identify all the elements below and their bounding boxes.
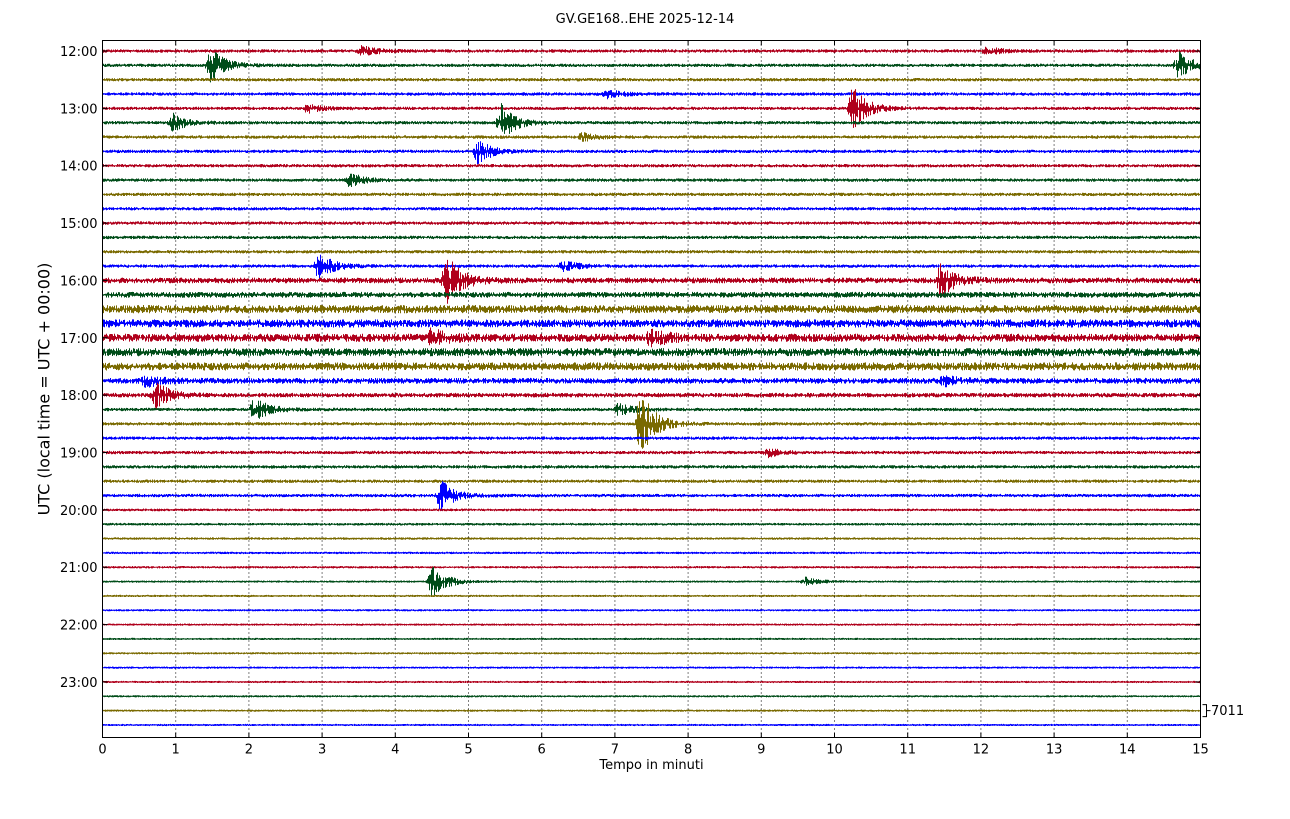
x-axis-label: Tempo in minuti: [599, 758, 704, 773]
trace-line: [102, 637, 1201, 640]
trace-line: [102, 235, 1201, 240]
x-tick-label: 11: [899, 743, 916, 758]
y-tick-label: 18:00: [60, 389, 97, 404]
x-tick-label: 14: [1119, 743, 1136, 758]
trace-line: [102, 609, 1201, 612]
trace-line: [102, 362, 1201, 371]
trace-line: [102, 652, 1201, 655]
trace-line: [102, 479, 1201, 483]
x-tick-label: 15: [1192, 743, 1209, 758]
trace-line: [102, 207, 1201, 211]
y-tick-label: 17:00: [60, 332, 97, 347]
x-tick-label: 12: [973, 743, 990, 758]
x-tick-label: 13: [1046, 743, 1063, 758]
trace-line: [102, 254, 1201, 279]
trace-line: [102, 723, 1201, 727]
y-tick-label: 19:00: [60, 447, 97, 462]
x-tick-label: 4: [391, 743, 399, 758]
scale-bracket: [1202, 704, 1211, 718]
x-tick-label: 10: [826, 743, 843, 758]
x-tick-label: 9: [757, 743, 765, 758]
x-tick-label: 7: [611, 743, 619, 758]
x-tick-label: 5: [464, 743, 472, 758]
y-tick-label: 13:00: [60, 102, 97, 117]
trace-line: [102, 436, 1201, 440]
trace-line: [102, 291, 1201, 298]
amplitude-scale-label: 7011: [1211, 704, 1245, 719]
trace-line: [102, 680, 1201, 684]
trace-line: [102, 566, 1201, 569]
trace-line: [102, 551, 1201, 555]
trace-line: [102, 51, 1201, 83]
trace-line: [102, 623, 1201, 626]
trace-line: [102, 400, 1201, 419]
trace-line: [102, 695, 1201, 698]
y-tick-label: 16:00: [60, 274, 97, 289]
y-tick-label: 23:00: [60, 676, 97, 691]
trace-line: [102, 305, 1201, 314]
y-tick-label: 21:00: [60, 561, 97, 576]
x-tick-label: 8: [684, 743, 692, 758]
trace-line: [102, 666, 1201, 669]
trace-line: [102, 250, 1201, 254]
chart-title: GV.GE168..EHE 2025-12-14: [555, 12, 735, 27]
trace-line: [102, 481, 1201, 511]
trace-line: [102, 78, 1201, 82]
trace-line: [102, 319, 1201, 328]
x-tick-label: 0: [98, 743, 106, 758]
trace-line: [102, 45, 1201, 56]
trace-line: [102, 327, 1201, 348]
trace-line: [102, 141, 1201, 165]
y-tick-label: 22:00: [60, 619, 97, 634]
y-tick-label: 12:00: [60, 45, 97, 60]
x-tick-label: 2: [245, 743, 253, 758]
trace-line: [102, 508, 1201, 512]
y-axis-label: UTC (local time = UTC + 00:00): [34, 262, 54, 516]
y-tick-label: 14:00: [60, 160, 97, 175]
y-tick-label: 20:00: [60, 504, 97, 519]
trace-line: [102, 709, 1201, 712]
trace-line: [102, 221, 1201, 225]
y-tick-label: 15:00: [60, 217, 97, 232]
trace-line: [102, 132, 1201, 142]
axes-frame: [102, 40, 1201, 738]
x-tick-label: 3: [318, 743, 326, 758]
trace-line: [102, 465, 1201, 469]
trace-line: [102, 594, 1201, 597]
trace-line: [102, 448, 1201, 459]
trace-line: [102, 164, 1201, 168]
trace-line: [102, 375, 1201, 388]
trace-line: [102, 537, 1201, 540]
trace-line: [102, 566, 1201, 597]
x-tick-label: 6: [538, 743, 546, 758]
trace-line: [102, 348, 1201, 357]
trace-line: [102, 173, 1201, 187]
trace-line: [102, 90, 1201, 100]
x-tick-label: 1: [172, 743, 180, 758]
trace-line: [102, 522, 1201, 526]
trace-line: [102, 192, 1201, 197]
